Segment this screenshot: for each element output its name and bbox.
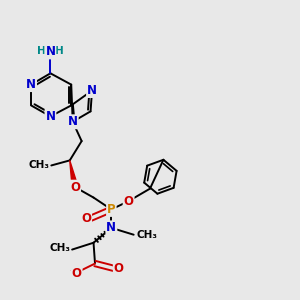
Text: H: H	[37, 46, 46, 56]
Text: H: H	[55, 46, 64, 56]
Text: ⁻: ⁻	[69, 268, 74, 278]
Text: P: P	[107, 203, 116, 216]
Text: N: N	[26, 78, 36, 91]
Text: CH₃: CH₃	[50, 243, 70, 253]
Text: O: O	[81, 212, 91, 226]
Text: N: N	[45, 45, 56, 58]
Text: N: N	[87, 84, 97, 97]
Text: N: N	[106, 221, 116, 234]
Text: CH₃: CH₃	[29, 160, 50, 170]
Text: O: O	[72, 267, 82, 280]
Text: N: N	[68, 115, 78, 128]
Text: O: O	[70, 181, 80, 194]
Text: CH₃: CH₃	[136, 230, 157, 240]
Text: N: N	[45, 110, 56, 123]
Text: O: O	[114, 262, 124, 275]
Polygon shape	[70, 160, 78, 188]
Text: O: O	[124, 195, 134, 208]
